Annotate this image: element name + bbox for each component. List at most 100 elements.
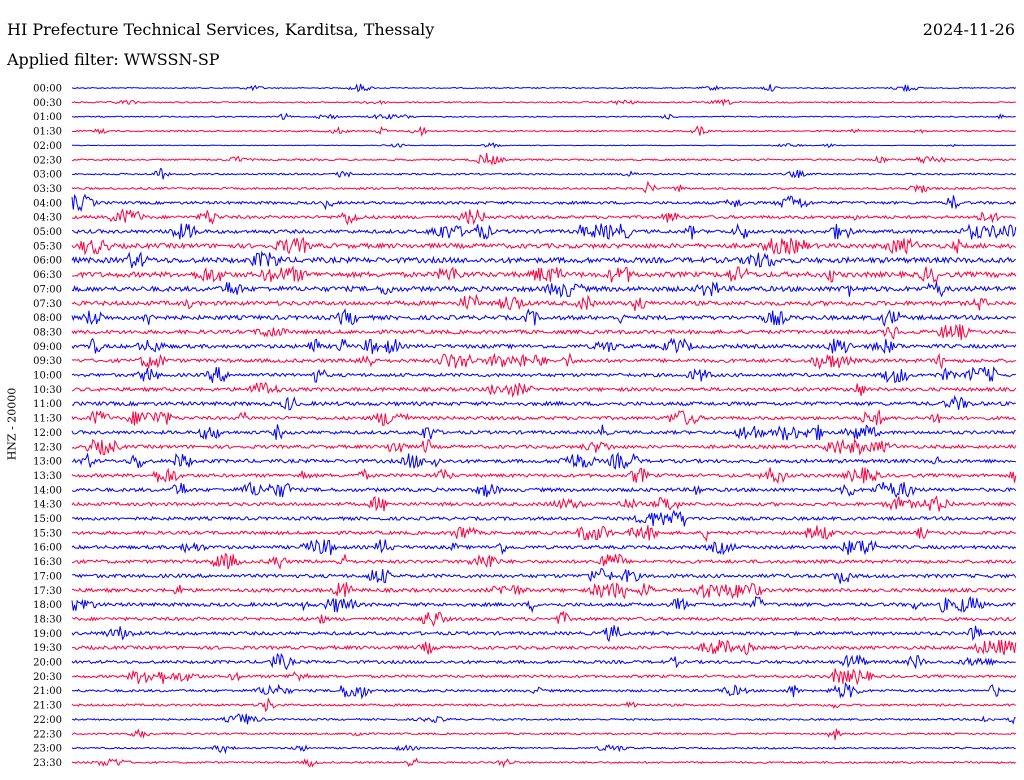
station-title: HI Prefecture Technical Services, Kardit…: [7, 20, 435, 39]
trace-0800: [71, 308, 1017, 327]
time-label-0230: 02:30: [33, 155, 62, 166]
trace-1930: [72, 639, 1017, 656]
trace-1730: [71, 582, 1017, 600]
trace-1100: [71, 394, 1016, 411]
trace-0000: [71, 83, 1017, 93]
time-label-1900: 19:00: [33, 629, 62, 640]
time-label-1430: 14:30: [33, 500, 62, 511]
trace-1200: [71, 424, 1016, 441]
trace-1400: [71, 481, 1017, 499]
time-label-0800: 08:00: [33, 313, 62, 324]
time-label-0130: 01:30: [33, 127, 62, 138]
time-label-0330: 03:30: [33, 184, 62, 195]
time-label-1300: 13:00: [33, 457, 62, 468]
trace-1430: [71, 495, 1017, 512]
time-label-0200: 02:00: [33, 141, 62, 152]
time-label-0730: 07:30: [33, 299, 62, 310]
time-label-1130: 11:30: [33, 414, 62, 425]
time-label-1600: 16:00: [33, 543, 62, 554]
trace-1230: [71, 438, 1017, 457]
time-label-1530: 15:30: [33, 528, 62, 539]
trace-0600: [71, 250, 1016, 269]
time-label-0600: 06:00: [33, 256, 62, 267]
time-label-1030: 10:30: [33, 385, 62, 396]
time-label-2130: 21:30: [33, 701, 62, 712]
trace-2230: [71, 728, 1017, 741]
time-label-0030: 00:30: [33, 98, 62, 109]
time-label-2100: 21:00: [33, 686, 62, 697]
trace-0730: [71, 293, 1017, 311]
time-label-group: 00:00 00:30 01:00 01:30 02:00 02:30 03:00 03:30…: [33, 84, 62, 769]
time-label-1930: 19:30: [33, 643, 62, 654]
trace-2130: [71, 696, 1016, 713]
time-label-1400: 14:00: [33, 485, 62, 496]
trace-1500: [71, 509, 1017, 527]
trace-1030: [71, 381, 1017, 398]
trace-0930: [71, 352, 1017, 370]
time-label-1800: 18:00: [33, 600, 62, 611]
time-label-0000: 00:00: [33, 84, 62, 95]
time-label-2330: 23:30: [33, 758, 62, 769]
trace-1330: [71, 467, 1017, 485]
trace-0400: [71, 193, 1017, 213]
time-label-0530: 05:30: [33, 241, 62, 252]
trace-1630: [71, 552, 1017, 571]
time-label-0830: 08:30: [33, 327, 62, 338]
time-label-1000: 10:00: [33, 371, 62, 382]
trace-1700: [72, 568, 1017, 584]
time-label-0400: 04:00: [33, 198, 62, 209]
trace-2330: [71, 757, 1017, 769]
time-label-2200: 22:00: [33, 715, 62, 726]
trace-0330: [71, 180, 1017, 194]
trace-2200: [71, 713, 1016, 725]
trace-1000: [71, 365, 1017, 384]
trace-2300: [71, 744, 1016, 755]
trace-0030: [71, 98, 1016, 107]
trace-0500: [71, 222, 1017, 240]
time-label-2230: 22:30: [33, 729, 62, 740]
time-label-1500: 15:00: [33, 514, 62, 525]
time-label-1830: 18:30: [33, 614, 62, 625]
trace-0300: [71, 167, 1017, 180]
trace-0130: [71, 125, 1016, 138]
trace-0430: [71, 208, 1016, 226]
time-label-1630: 16:30: [33, 557, 62, 568]
time-label-1700: 17:00: [33, 571, 62, 582]
time-label-2300: 23:00: [33, 744, 62, 755]
trace-1530: [72, 525, 1017, 543]
trace-0630: [71, 264, 1017, 284]
time-label-2000: 20:00: [33, 658, 62, 669]
time-label-1330: 13:30: [33, 471, 62, 482]
trace-0530: [71, 236, 1017, 256]
trace-2100: [71, 681, 1017, 700]
time-label-0900: 09:00: [33, 342, 62, 353]
trace-1900: [71, 625, 1017, 643]
trace-1600: [71, 538, 1017, 556]
trace-2030: [71, 668, 1017, 686]
time-label-0430: 04:30: [33, 213, 62, 224]
time-label-0100: 01:00: [33, 112, 62, 123]
time-label-0500: 05:00: [33, 227, 62, 238]
time-label-1230: 12:30: [33, 442, 62, 453]
time-label-0300: 03:00: [33, 170, 62, 181]
time-label-0630: 06:30: [33, 270, 62, 281]
time-label-1100: 11:00: [33, 399, 62, 410]
trace-0830: [71, 323, 1017, 340]
time-label-0930: 09:30: [33, 356, 62, 367]
time-label-2030: 20:30: [33, 672, 62, 683]
trace-0700: [71, 281, 1017, 298]
trace-1830: [71, 611, 1017, 627]
record-date: 2024-11-26: [922, 20, 1015, 39]
trace-0900: [71, 337, 1017, 355]
applied-filter-label: Applied filter: WWSSN-SP: [7, 50, 220, 69]
trace-1800: [71, 595, 1016, 614]
trace-group: [71, 83, 1017, 769]
trace-0230: [71, 153, 1017, 166]
trace-2000: [71, 652, 1016, 671]
time-label-1200: 12:00: [33, 428, 62, 439]
time-label-1730: 17:30: [33, 586, 62, 597]
trace-1300: [71, 451, 1017, 470]
trace-0100: [71, 112, 1016, 120]
trace-0200: [72, 142, 1016, 149]
